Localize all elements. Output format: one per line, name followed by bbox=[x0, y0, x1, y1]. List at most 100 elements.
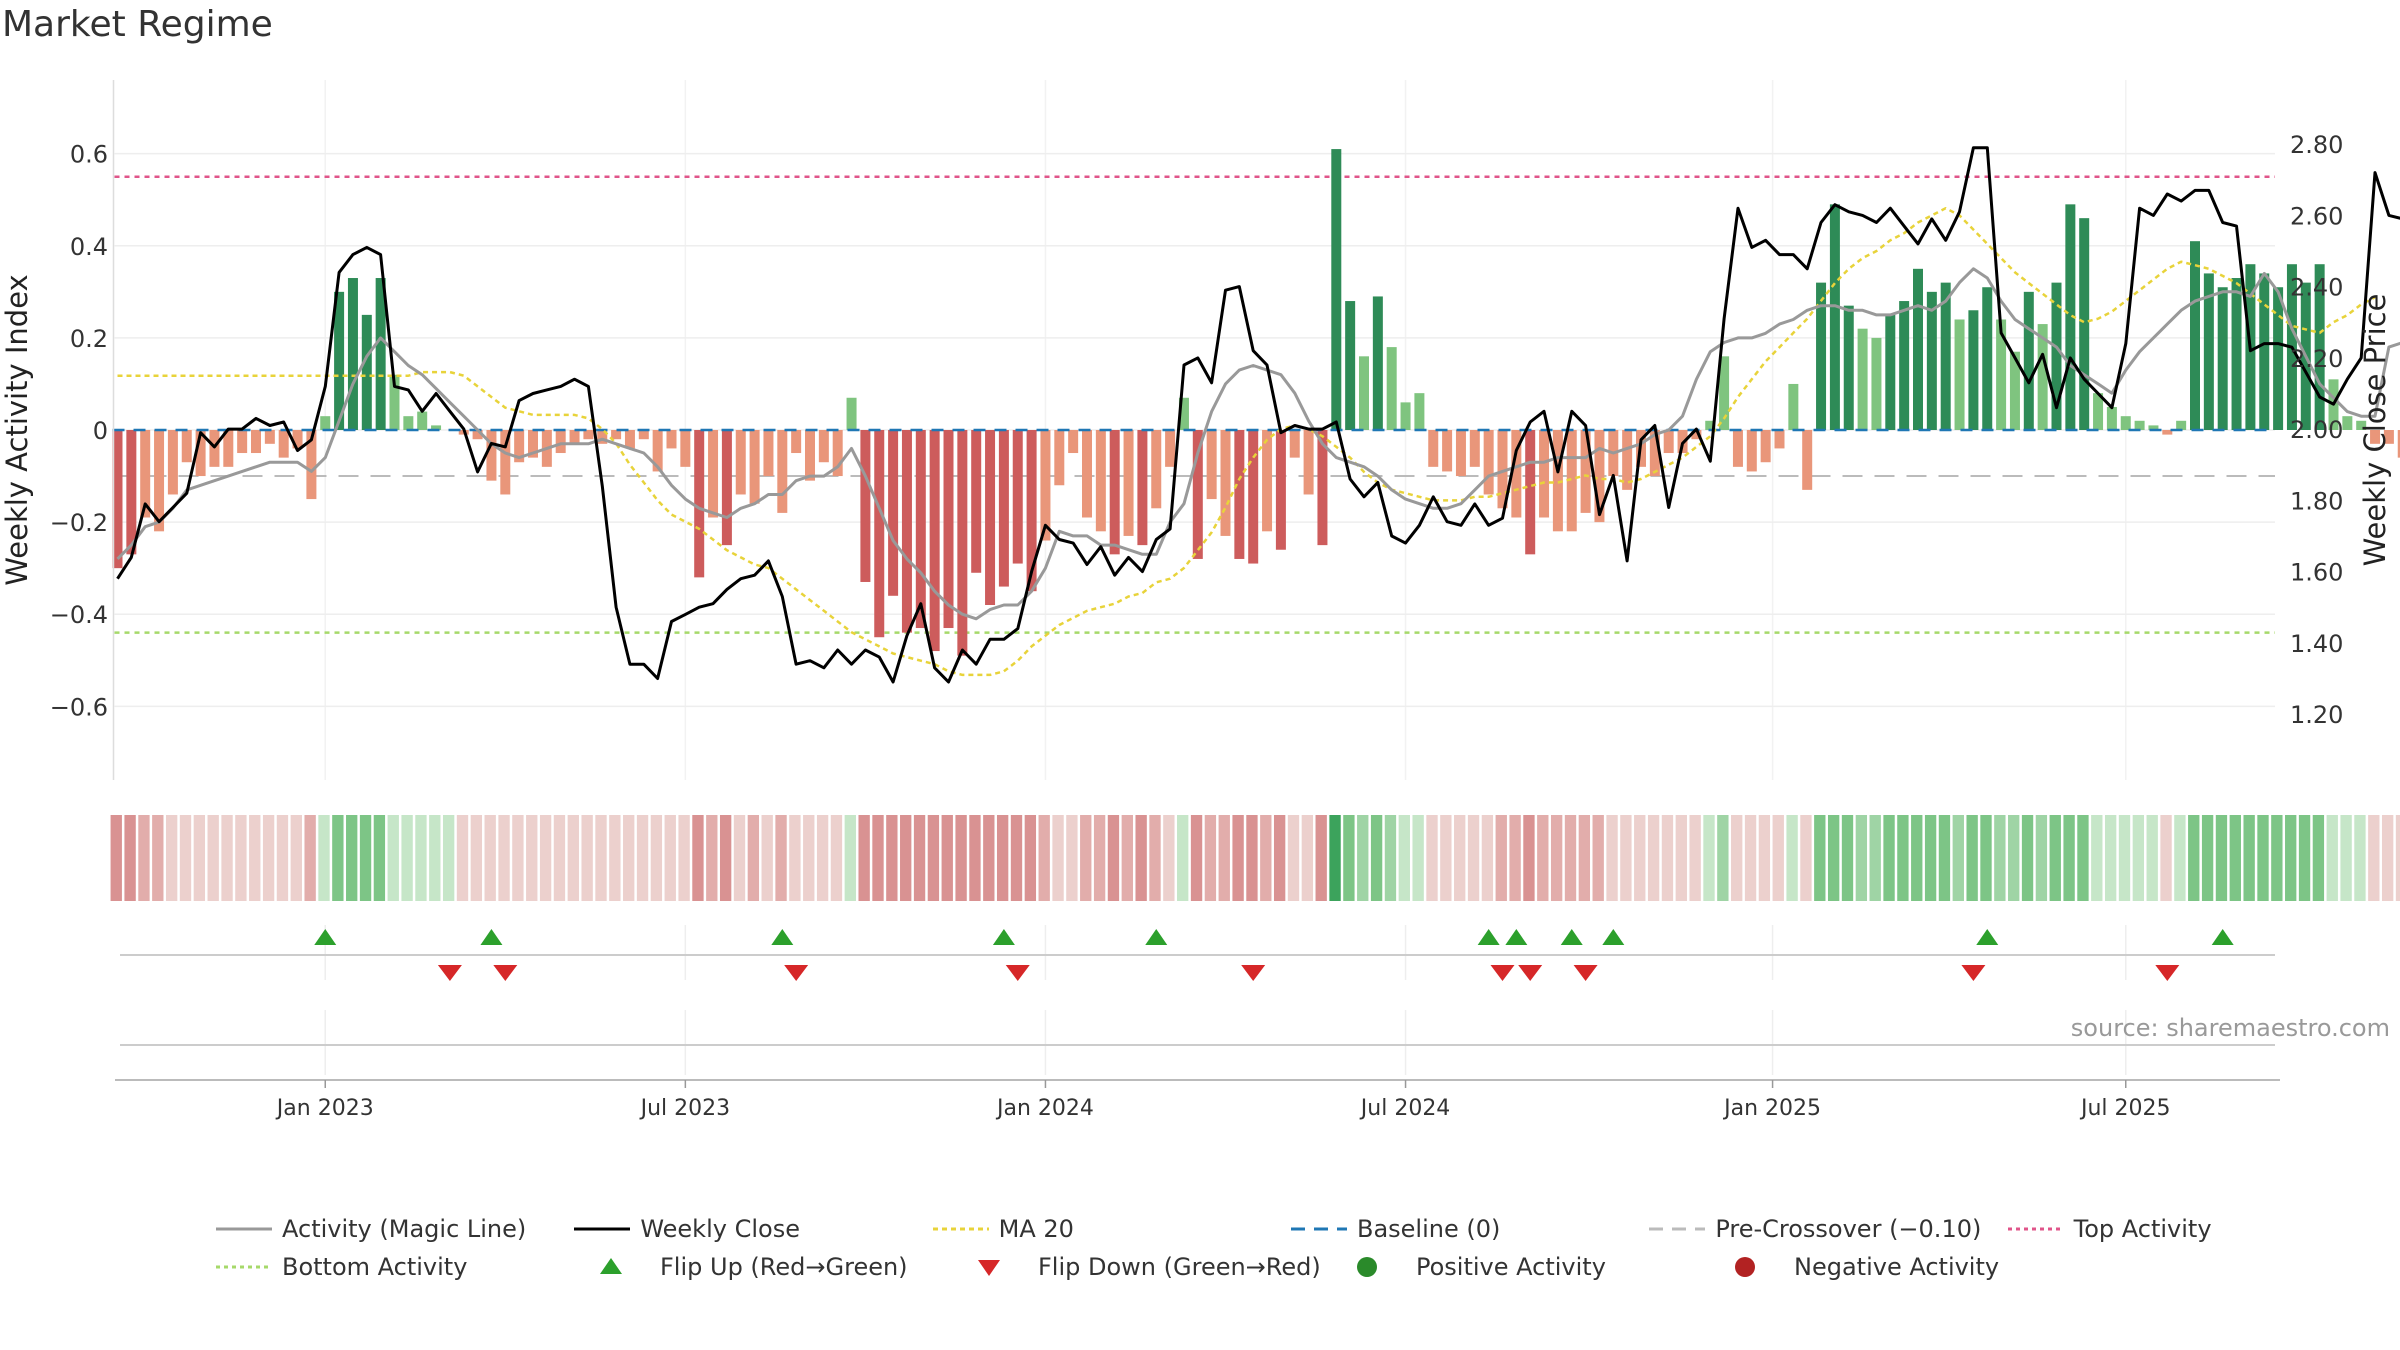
activity-bar bbox=[583, 430, 594, 440]
x-tick-label: Jan 2023 bbox=[275, 1096, 374, 1121]
flip-up-marker bbox=[1145, 929, 1168, 945]
regime-cell bbox=[927, 815, 940, 901]
activity-bar bbox=[874, 430, 885, 638]
legend-label: Baseline (0) bbox=[1356, 1215, 1501, 1243]
regime-cell bbox=[1952, 815, 1964, 901]
regime-cell bbox=[1938, 815, 1951, 901]
regime-cell bbox=[1578, 815, 1591, 901]
regime-cell bbox=[1232, 815, 1244, 901]
regime-cell bbox=[124, 815, 136, 901]
regime-cell bbox=[1246, 815, 1258, 901]
regime-cell bbox=[803, 815, 815, 901]
legend-label: MA 20 bbox=[998, 1215, 1074, 1243]
regime-cell bbox=[1467, 815, 1480, 901]
regime-cell bbox=[2146, 815, 2158, 901]
activity-bar bbox=[1303, 430, 1314, 495]
legend-item-baseline: Baseline (0) bbox=[1287, 1214, 1645, 1244]
activity-bar bbox=[2106, 406, 2117, 430]
legend-row-2: Bottom Activity Flip Up (Red→Green) Flip… bbox=[212, 1248, 2362, 1286]
activity-bar bbox=[1857, 328, 1868, 430]
flip-up-marker bbox=[1505, 929, 1528, 945]
regime-cell bbox=[193, 815, 206, 901]
regime-cell bbox=[1038, 815, 1050, 901]
regime-cell bbox=[678, 815, 690, 901]
activity-bar bbox=[680, 430, 691, 467]
regime-cell bbox=[1703, 815, 1715, 901]
regime-cell bbox=[1301, 815, 1314, 901]
flip-down-marker bbox=[493, 965, 518, 981]
activity-bar bbox=[611, 430, 622, 440]
activity-bar bbox=[791, 430, 802, 454]
regime-cell bbox=[1814, 815, 1826, 901]
regime-cell bbox=[1980, 815, 1992, 901]
activity-bar bbox=[652, 430, 663, 472]
regime-cell bbox=[1260, 815, 1272, 901]
x-tick-label: Jan 2025 bbox=[1722, 1096, 1821, 1121]
regime-cell bbox=[1315, 815, 1327, 901]
activity-bar bbox=[1774, 430, 1785, 449]
regime-cell bbox=[2229, 815, 2241, 901]
regime-cell bbox=[872, 815, 884, 901]
activity-bar bbox=[888, 430, 899, 596]
legend-swatch-pre-crossover bbox=[1649, 1227, 1706, 1231]
legend-swatch-flip-up bbox=[600, 1258, 622, 1274]
activity-bar bbox=[1871, 337, 1882, 430]
activity-bar bbox=[320, 416, 331, 430]
regime-cell bbox=[1398, 815, 1410, 901]
regime-cell bbox=[2160, 815, 2172, 901]
regime-cell bbox=[304, 815, 316, 901]
y-right-tick-label: 2.00 bbox=[2290, 416, 2343, 444]
regime-cell bbox=[2008, 815, 2020, 901]
regime-cell bbox=[1426, 815, 1438, 901]
flip-down-marker bbox=[1490, 965, 1515, 981]
regime-cell bbox=[332, 815, 344, 901]
activity-bar bbox=[555, 430, 566, 454]
regime-cell bbox=[110, 815, 122, 901]
regime-cell bbox=[290, 815, 302, 901]
regime-cell bbox=[1550, 815, 1563, 901]
regime-cell bbox=[1634, 815, 1646, 901]
activity-bar bbox=[1359, 356, 1369, 430]
activity-bar bbox=[1220, 430, 1231, 536]
regime-cell bbox=[1883, 815, 1895, 901]
legend-item-pre-crossover: Pre-Crossover (−0.10) bbox=[1645, 1214, 2003, 1244]
activity-bar bbox=[181, 430, 192, 463]
regime-cell bbox=[1121, 815, 1133, 901]
activity-bar bbox=[943, 430, 954, 629]
activity-bar bbox=[1442, 430, 1453, 472]
activity-bar bbox=[431, 425, 442, 430]
activity-bar bbox=[694, 430, 705, 578]
activity-bar bbox=[2037, 324, 2048, 430]
activity-bar bbox=[2065, 204, 2076, 430]
y-left-axis-label: Weekly Activity Index bbox=[0, 274, 34, 585]
activity-bar bbox=[2093, 393, 2104, 430]
regime-cell bbox=[1190, 815, 1203, 901]
flip-up-marker bbox=[1976, 929, 1999, 945]
regime-cell bbox=[1717, 815, 1729, 901]
activity-bar bbox=[1622, 430, 1633, 490]
activity-bar bbox=[2190, 241, 2200, 430]
activity-bar bbox=[1026, 430, 1037, 592]
regime-cell bbox=[1897, 815, 1909, 901]
activity-bar bbox=[1082, 430, 1092, 518]
activity-bar bbox=[1899, 301, 1910, 430]
activity-bar bbox=[1705, 420, 1716, 430]
activity-bar bbox=[1095, 430, 1106, 532]
regime-cell bbox=[1093, 815, 1106, 901]
regime-cell bbox=[1495, 815, 1507, 901]
regime-cell bbox=[429, 815, 441, 901]
weekly-close-line bbox=[116, 146, 2400, 684]
activity-bar bbox=[1968, 310, 1979, 430]
x-tick-label: Jul 2024 bbox=[1359, 1096, 1451, 1121]
activity-bar bbox=[1054, 430, 1065, 486]
regime-cell bbox=[692, 815, 704, 901]
activity-bar bbox=[1428, 430, 1439, 467]
y-right-tick-label: 1.40 bbox=[2290, 630, 2343, 658]
activity-bar bbox=[1497, 430, 1508, 509]
flip-up-marker bbox=[480, 929, 503, 945]
x-tick-label: Jul 2025 bbox=[2079, 1096, 2171, 1121]
activity-bar bbox=[375, 278, 386, 430]
chart-title: Market Regime bbox=[2, 4, 273, 45]
regime-cell bbox=[595, 815, 607, 901]
activity-bar bbox=[2397, 430, 2400, 458]
